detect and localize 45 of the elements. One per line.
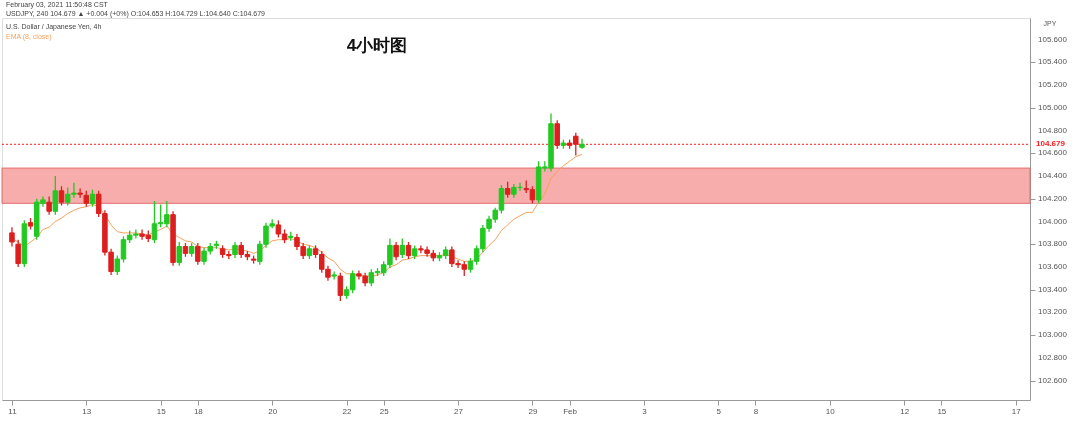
candlestick	[554, 119, 560, 150]
candlestick	[195, 242, 201, 266]
x-tick-label: 10	[825, 406, 836, 416]
y-tick-label: 103.400	[1038, 284, 1068, 294]
x-tick-label: 13	[82, 406, 92, 416]
candlestick	[52, 175, 59, 216]
y-tick-label: 105.600	[1038, 34, 1068, 44]
y-tick-label: 104.200	[1038, 193, 1068, 203]
candlestick	[77, 187, 83, 199]
y-tick-label: 103.000	[1038, 330, 1068, 340]
y-tick-label: 104.400	[1038, 171, 1068, 181]
y-tick-label: 102.800	[1038, 352, 1068, 362]
x-tick-label: 27	[454, 406, 464, 416]
x-tick-label: 29	[528, 406, 538, 416]
x-tick-label: 20	[268, 406, 278, 416]
y-tick-label: 102.600	[1038, 375, 1068, 385]
text: 4小时图	[346, 36, 408, 55]
x-tick-label: 17	[1011, 406, 1022, 416]
x-tick-label: 3	[642, 406, 648, 416]
candlestick	[15, 239, 21, 268]
x-tick-label: 18	[193, 406, 204, 416]
x-tick-label: 8	[753, 406, 759, 416]
candlestick	[331, 270, 337, 281]
y-tick-label: 104.600	[1038, 148, 1068, 158]
y-tick-label: 103.800	[1038, 239, 1068, 249]
x-tick-label: 22	[342, 406, 353, 416]
candlestick	[21, 219, 28, 268]
x-tick-label: Feb	[563, 406, 578, 416]
candlestick	[399, 237, 406, 259]
y-tick-label: 103.200	[1038, 307, 1068, 317]
x-tick-label: 25	[379, 406, 390, 416]
x-tick-label: 5	[716, 406, 722, 416]
y-tick-label: 105.000	[1038, 102, 1068, 112]
x-tick-label: 15	[937, 406, 947, 416]
y-tick-label: 105.200	[1038, 80, 1068, 90]
candlestick	[337, 272, 344, 302]
y-tick-label: 103.600	[1038, 261, 1068, 271]
x-tick-label: 12	[900, 406, 910, 416]
candlestick	[176, 241, 182, 267]
y-tick-label: 105.400	[1038, 57, 1068, 67]
ref-line-label: 104.679	[1036, 139, 1066, 149]
x-tick-label: 15	[156, 406, 167, 416]
y-tick-label: 104.800	[1038, 125, 1068, 135]
y-tick-label: 104.000	[1038, 216, 1068, 226]
x-tick-label: 11	[8, 406, 18, 416]
